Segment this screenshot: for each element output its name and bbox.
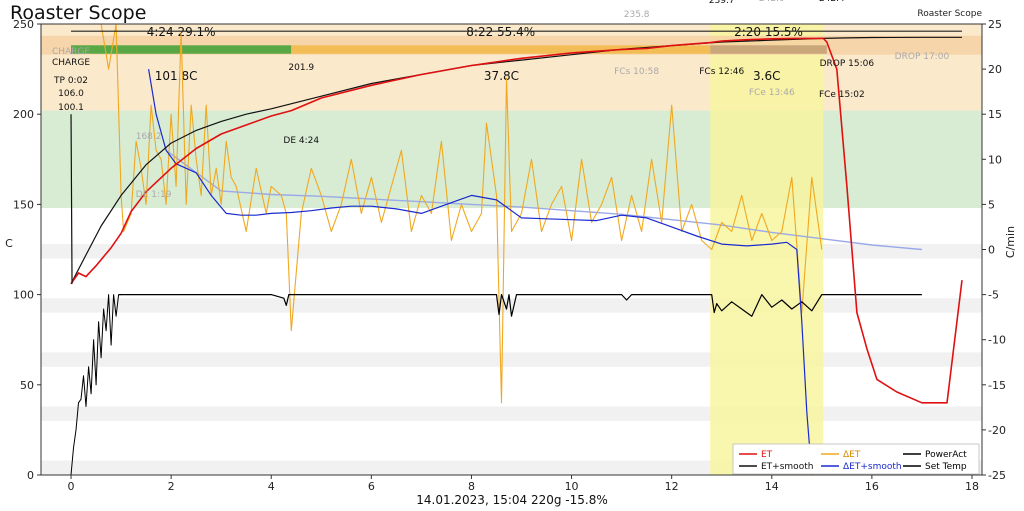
y2-tick-label: 20 — [988, 63, 1002, 76]
series-line--et — [100, 23, 823, 404]
event-annotation: FCe 15:02 — [819, 90, 865, 100]
color-band — [41, 110, 982, 209]
event-annotation: 168.2 — [136, 132, 162, 142]
x-tick-label: 10 — [565, 480, 579, 493]
grey-stripe — [41, 244, 982, 259]
series-line--et-smooth — [148, 69, 813, 476]
grey-stripe — [41, 352, 982, 367]
x-tick-label: 8 — [468, 480, 475, 493]
x-tick-label: 18 — [965, 480, 979, 493]
y2-tick-label: 25 — [988, 18, 1002, 31]
event-annotation: DROP 17:00 — [895, 52, 950, 62]
legend-label: Set Temp — [925, 462, 967, 472]
event-annotation: CHARGE — [52, 47, 90, 57]
x-tick-label: 14 — [765, 480, 779, 493]
legend-label: PowerAct — [925, 450, 967, 460]
series-line--et-projection — [165, 149, 922, 251]
y2-tick-label: -10 — [988, 334, 1006, 347]
event-annotation: 242.0 — [759, 0, 785, 4]
event-annotation: 201.9 — [288, 63, 314, 73]
y-tick-label: 250 — [13, 18, 34, 31]
y-tick-label: 100 — [13, 289, 34, 302]
y-tick-label: 150 — [13, 198, 34, 211]
legend-label: ΔET — [843, 450, 861, 460]
event-annotation: 242.4 — [819, 0, 845, 4]
grey-stripe — [41, 298, 982, 313]
event-annotation: DROP 15:06 — [820, 59, 875, 69]
legend-box — [732, 443, 980, 475]
y2-tick-label: -15 — [988, 379, 1006, 392]
y2-tick-label: -20 — [988, 424, 1006, 437]
x-tick-label: 4 — [268, 480, 275, 493]
y2-tick-label: 10 — [988, 153, 1002, 166]
x-tick-label: 0 — [68, 480, 75, 493]
event-annotation: TP 0:02 — [53, 76, 88, 86]
y2-tick-label: -5 — [988, 289, 999, 302]
y2-tick-label: 5 — [988, 198, 995, 211]
x-tick-label: 16 — [865, 480, 879, 493]
event-annotation: FCs 10:58 — [614, 67, 659, 77]
phase-delta-label: 101.8C — [155, 69, 198, 83]
y-tick-label: 0 — [27, 469, 34, 482]
event-annotation: DE 4:24 — [283, 136, 319, 146]
legend-label: ET — [761, 450, 773, 460]
y-tick-label: 50 — [20, 379, 34, 392]
y2-tick-label: 0 — [988, 244, 995, 257]
series-line-et — [70, 37, 963, 404]
watermark-text: Roaster Scope — [917, 9, 982, 19]
series-lines — [70, 23, 963, 476]
y2-tick-label: -25 — [988, 469, 1006, 482]
grey-stripe — [41, 406, 982, 421]
y2-tick-label: 15 — [988, 108, 1002, 121]
phase-label: 8:22 55.4% — [466, 25, 535, 39]
y-axis-label: C — [5, 237, 13, 250]
fc-highlight-rect — [710, 24, 824, 475]
series-line-poweract — [70, 294, 122, 476]
phase-delta-label: 3.6C — [753, 69, 780, 83]
legend: ET ET+smooth ΔET ΔET+smooth PowerAct Set Temp — [732, 443, 980, 475]
x-tick-label: 2 — [168, 480, 175, 493]
event-annotation: FCs 12:46 — [699, 67, 744, 77]
phase-label: 4:24 29.1% — [147, 25, 216, 39]
legend-label: ΔET+smooth — [843, 462, 902, 472]
phase-segment — [710, 45, 827, 54]
x-tick-label: 6 — [368, 480, 375, 493]
first-crack-highlight — [710, 24, 824, 475]
chart-title: Roaster Scope — [10, 2, 146, 24]
footer-caption: 14.01.2023, 15:04 220g -15.8% — [416, 493, 608, 507]
event-annotation: CHARGE — [52, 58, 90, 68]
event-annotation: 106.0 — [58, 89, 84, 99]
x-tick-label: 12 — [665, 480, 679, 493]
event-annotation: 100.1 — [58, 103, 84, 113]
event-annotation: 239.7 — [709, 0, 735, 6]
y2-axis-label: C/min — [1004, 226, 1017, 258]
event-annotation: 235.8 — [624, 10, 650, 20]
legend-label: ET+smooth — [761, 462, 813, 472]
y-tick-label: 200 — [13, 108, 34, 121]
event-annotation: DE 1:19 — [136, 190, 172, 200]
phase-delta-label: 37.8C — [484, 69, 519, 83]
phase-label: 2:20 15.5% — [734, 25, 803, 39]
event-annotation: FCe 13:46 — [749, 88, 795, 98]
series-line-set-temp — [118, 294, 922, 317]
charge-drop-line — [70, 114, 73, 284]
phase-segment — [291, 45, 711, 54]
